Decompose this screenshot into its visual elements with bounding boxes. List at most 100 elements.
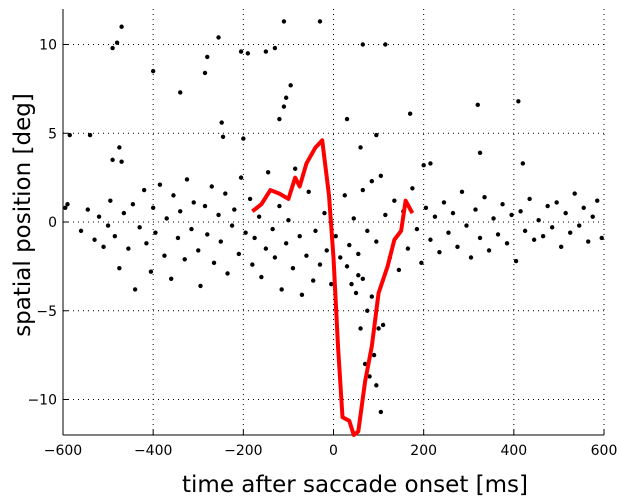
scatter-point	[112, 234, 118, 239]
scatter-point	[383, 42, 388, 47]
scatter-point	[256, 214, 262, 219]
scatter-point	[313, 228, 318, 234]
scatter-point	[169, 276, 174, 281]
scatter-point	[236, 251, 242, 257]
scatter-point	[288, 83, 293, 88]
x-tick-label: 400	[500, 443, 527, 459]
scatter-point	[286, 218, 291, 223]
x-tick-label: −400	[134, 443, 172, 459]
scatter-point	[219, 120, 224, 125]
scatter-point	[263, 246, 269, 251]
scatter-point	[132, 287, 138, 292]
scatter-point	[383, 212, 388, 218]
scatter-point	[277, 116, 282, 122]
scatter-point	[202, 203, 208, 209]
scatter-point	[475, 102, 480, 108]
x-tick-label: 0	[329, 443, 338, 459]
scatter-point	[85, 207, 90, 212]
scatter-point	[421, 163, 426, 168]
scatter-point	[153, 230, 158, 235]
scatter-point	[473, 207, 478, 212]
scatter-point	[110, 45, 115, 51]
scatter-point	[205, 232, 210, 237]
scatter-point	[119, 24, 124, 29]
scatter-point	[322, 210, 327, 216]
scatter-point	[338, 255, 343, 260]
scatter-point	[272, 45, 278, 51]
scatter-point	[595, 198, 600, 203]
scatter-point	[243, 230, 248, 235]
scatter-point	[367, 374, 372, 379]
scatter-point	[232, 207, 237, 212]
scatter-point	[265, 170, 271, 175]
scatter-point	[509, 212, 514, 218]
scatter-point	[468, 255, 474, 260]
scatter-point	[117, 265, 122, 271]
y-tick-label: 10	[39, 38, 57, 54]
scatter-point	[365, 308, 370, 313]
scatter-point	[554, 200, 559, 205]
scatter-point	[304, 253, 309, 258]
scatter-point	[378, 173, 384, 179]
scatter-point	[182, 257, 187, 262]
scatter-point	[110, 157, 115, 163]
scatter-point	[141, 187, 147, 193]
scatter-point	[162, 253, 167, 258]
scatter-point	[241, 136, 246, 141]
scatter-point	[450, 210, 456, 216]
scatter-point	[356, 251, 361, 257]
scatter-point	[590, 214, 595, 219]
scatter-point	[563, 210, 568, 216]
scatter-point	[500, 202, 505, 207]
x-axis-label: time after saccade onset [ms]	[182, 472, 528, 496]
scatter-point	[360, 276, 366, 281]
scatter-point	[371, 352, 377, 358]
scatter-point	[87, 132, 93, 138]
scatter-point	[220, 134, 226, 139]
scatter-point	[549, 225, 555, 230]
scatter-point	[263, 49, 269, 54]
scatter-point	[482, 194, 487, 200]
scatter-point	[272, 255, 278, 260]
scatter-point	[223, 191, 228, 196]
scatter-point	[459, 189, 465, 195]
scatter-point	[283, 241, 289, 246]
scatter-point	[252, 235, 257, 241]
y-tick-label: 0	[48, 215, 57, 231]
scatter-point	[356, 273, 361, 278]
scatter-point	[344, 264, 350, 269]
scatter-point	[101, 244, 106, 250]
scatter-point	[290, 265, 296, 271]
scatter-point	[360, 187, 366, 193]
scatter-point	[119, 159, 124, 164]
scatter-point	[419, 260, 424, 266]
scatter-point	[283, 95, 289, 100]
scatter-point	[577, 223, 582, 228]
scatter-point	[259, 274, 264, 280]
scatter-point	[536, 218, 541, 223]
scatter-point	[428, 237, 433, 242]
scatter-point	[378, 409, 384, 415]
scatter-point	[369, 294, 375, 299]
scatter-point	[67, 132, 72, 138]
scatter-point	[175, 235, 181, 241]
scatter-point	[209, 184, 214, 189]
scatter-point	[441, 200, 447, 205]
scatter-point	[432, 214, 438, 219]
scatter-point	[126, 246, 131, 251]
x-tick-label: −600	[44, 443, 82, 459]
scatter-point	[520, 161, 526, 166]
scatter-point	[150, 68, 156, 74]
scatter-point	[428, 161, 433, 166]
scatter-point	[250, 262, 255, 267]
scatter-point	[477, 235, 483, 241]
scatter-point	[540, 234, 546, 239]
scatter-point	[396, 267, 402, 273]
scatter-point	[229, 223, 235, 228]
scatter-point	[150, 205, 156, 210]
scatter-point	[105, 223, 111, 228]
scatter-point	[558, 244, 564, 250]
scatter-point	[374, 383, 379, 388]
scatter-point	[211, 260, 217, 266]
x-tick-label: −200	[224, 443, 262, 459]
